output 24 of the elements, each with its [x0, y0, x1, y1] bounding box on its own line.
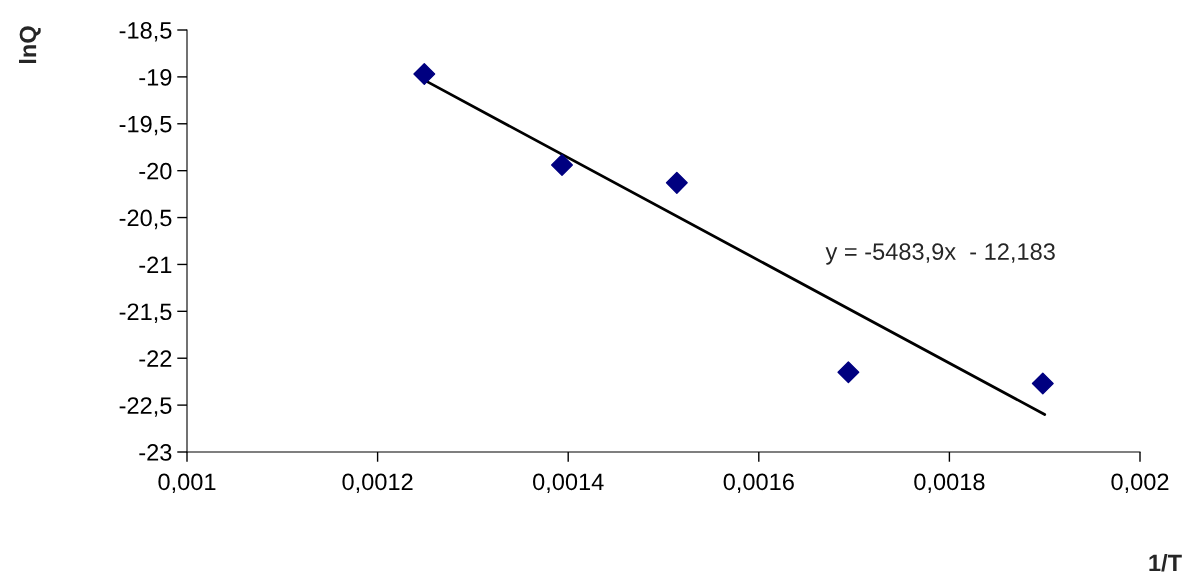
y-tick-label: -20	[139, 162, 172, 180]
y-tick-label: -19,5	[119, 115, 172, 136]
y-tick-label: -18,5	[119, 22, 172, 42]
y-tick-label: -22,5	[119, 397, 172, 417]
y-tick-label: -21,5	[119, 303, 172, 323]
x-tick-label: 0,001	[158, 473, 216, 493]
point	[413, 63, 436, 86]
x-axis-title: 1/T	[1149, 553, 1182, 572]
x-tick-label: 0,0012	[342, 473, 413, 493]
y-tick-label: -21	[139, 256, 172, 273]
point	[1031, 372, 1054, 395]
y-tick-label: -20,5	[119, 209, 172, 230]
y-tick-label: -23	[139, 444, 172, 461]
annotation: y = -5483,9x - 12,183	[825, 243, 1055, 265]
point	[551, 154, 574, 177]
x-tick-label: 0,0018	[914, 473, 985, 493]
point	[665, 171, 688, 194]
point	[837, 361, 860, 384]
x-tick-label: 0,002	[1111, 473, 1169, 493]
x-tick-label: 0,0014	[533, 473, 604, 493]
y-axis-title: lnQ	[19, 26, 41, 64]
y-tick-label: -19	[139, 68, 172, 86]
x-tick-label: 0,0016	[723, 473, 794, 493]
y-tick-label: -22	[139, 350, 172, 367]
